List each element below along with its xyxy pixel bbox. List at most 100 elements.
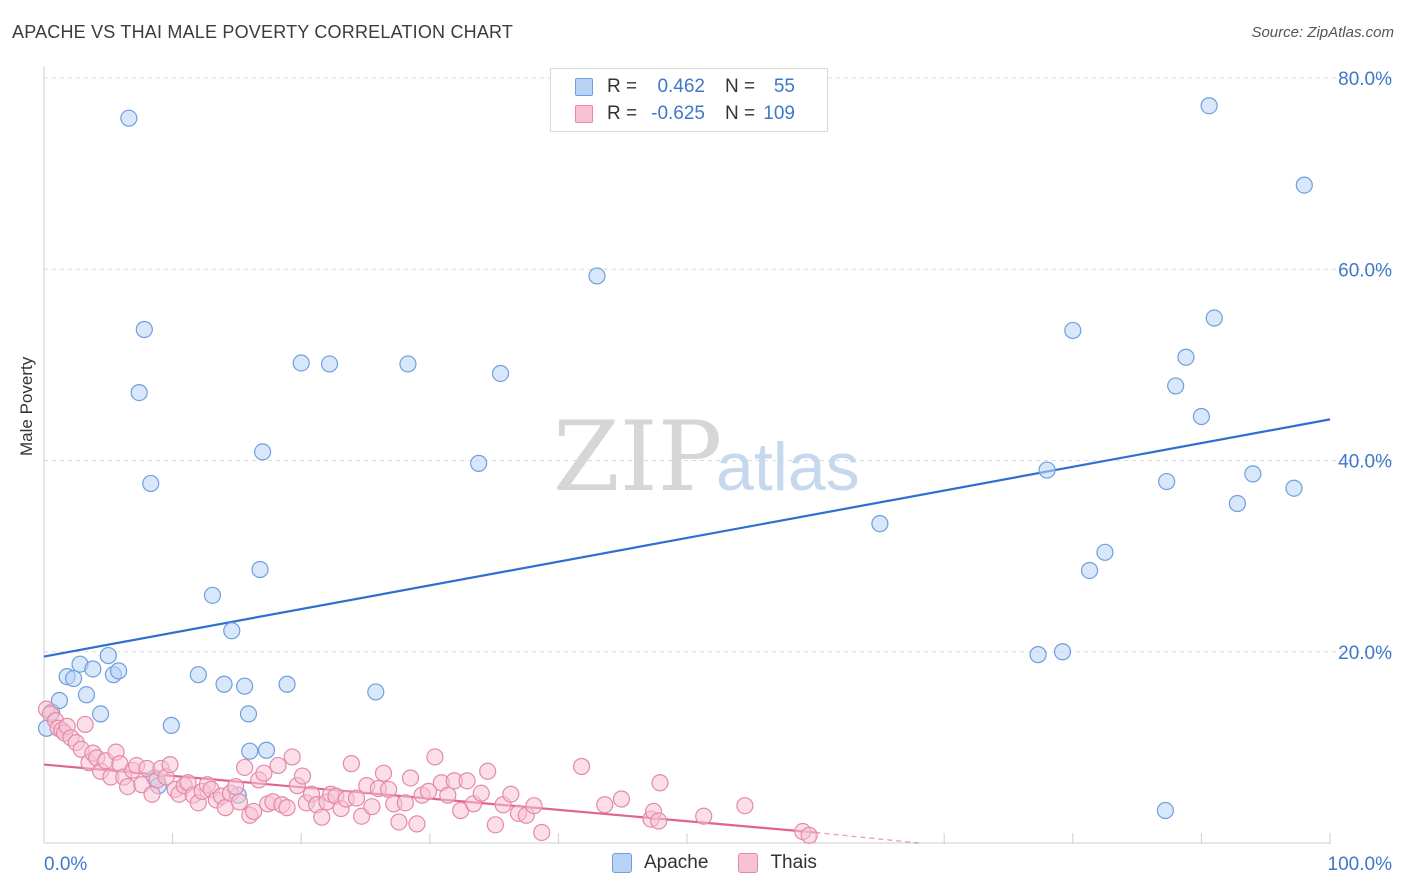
x-tick-label: 0.0% bbox=[44, 854, 87, 875]
apache-point bbox=[223, 622, 241, 640]
thais-point bbox=[408, 815, 426, 833]
thais-point bbox=[486, 816, 504, 834]
thais-point bbox=[439, 786, 457, 804]
apache-point bbox=[1205, 309, 1223, 327]
thais-point bbox=[347, 789, 366, 807]
apache-point bbox=[278, 675, 296, 693]
thais-point bbox=[118, 777, 137, 796]
apache-point bbox=[241, 742, 259, 760]
thais-point bbox=[533, 823, 551, 842]
apache-point bbox=[1244, 465, 1262, 483]
apache-point bbox=[77, 686, 96, 704]
thais-point bbox=[390, 813, 408, 831]
apache-trend-line bbox=[43, 418, 1331, 658]
apache-point bbox=[203, 586, 222, 604]
thais-point bbox=[396, 794, 414, 812]
thais-point bbox=[419, 782, 438, 800]
thais-point bbox=[283, 748, 301, 766]
thais-point bbox=[278, 799, 296, 817]
y-tick-label: 80.0% bbox=[1338, 69, 1392, 90]
legend-row-apache: R = 0.462 N = 55 bbox=[575, 75, 795, 99]
thais-point bbox=[255, 764, 273, 782]
thais-point bbox=[502, 785, 520, 803]
watermark-atlas: atlas bbox=[716, 429, 860, 505]
thais-point bbox=[651, 774, 669, 792]
apache-point bbox=[162, 716, 180, 734]
n-label: N = bbox=[725, 103, 756, 124]
thais-point bbox=[342, 755, 360, 773]
apache-point bbox=[239, 705, 258, 723]
apache-point bbox=[1177, 348, 1195, 366]
apache-point bbox=[1200, 97, 1218, 115]
thais-point bbox=[76, 715, 94, 734]
thais-point bbox=[472, 784, 490, 802]
thais-point bbox=[401, 769, 420, 787]
thais-point bbox=[612, 790, 631, 808]
apache-point bbox=[50, 691, 69, 710]
r-value: -0.625 bbox=[651, 103, 705, 124]
apache-point bbox=[1029, 646, 1047, 664]
apache-point bbox=[109, 662, 128, 680]
data-points bbox=[37, 97, 1313, 844]
apache-legend-swatch bbox=[612, 853, 632, 873]
thais-point bbox=[695, 807, 713, 825]
apache-point bbox=[588, 267, 606, 285]
thais-point bbox=[227, 777, 245, 796]
y-axis-label: Male Poverty bbox=[17, 356, 36, 456]
r-label: R = bbox=[607, 103, 638, 124]
apache-point bbox=[320, 355, 339, 373]
thais-point bbox=[293, 767, 312, 785]
r-label: R = bbox=[607, 76, 638, 97]
apache-point bbox=[120, 109, 138, 127]
thais-point bbox=[236, 758, 254, 777]
thais-legend-swatch bbox=[738, 853, 759, 873]
apache-point bbox=[1228, 494, 1247, 513]
apache-point bbox=[1096, 543, 1114, 561]
thais-point bbox=[380, 780, 398, 799]
apache-point bbox=[142, 474, 160, 493]
legend-item-thais[interactable]: Thais bbox=[738, 852, 817, 874]
apache-point bbox=[257, 741, 276, 759]
thais-point bbox=[245, 802, 263, 821]
thais-point bbox=[363, 798, 381, 816]
apache-point bbox=[1064, 321, 1082, 340]
thais-point bbox=[458, 772, 476, 790]
source-credit: Source: ZipAtlas.com bbox=[1251, 24, 1394, 41]
apache-point bbox=[236, 677, 254, 695]
apache-point bbox=[1192, 407, 1211, 426]
thais-point bbox=[736, 797, 754, 815]
apache-point bbox=[1295, 176, 1313, 194]
apache-point bbox=[1038, 461, 1056, 479]
apache-point bbox=[99, 646, 117, 665]
thais-point bbox=[479, 762, 497, 780]
apache-point bbox=[1080, 561, 1099, 580]
apache-point bbox=[1156, 801, 1174, 820]
legend-row-thais: R = -0.625 N = 109 bbox=[575, 102, 795, 126]
series-legend: Apache Thais bbox=[612, 852, 847, 874]
tick-labels: 20.0% 40.0% 60.0% 80.0% 0.0% 100.0% bbox=[44, 69, 1392, 875]
x-tick-label: 100.0% bbox=[1328, 854, 1393, 875]
apache-point bbox=[491, 364, 510, 383]
watermark-zip: ZIP bbox=[553, 401, 722, 513]
apache-point bbox=[91, 705, 110, 723]
thais-trend-extension bbox=[815, 831, 919, 844]
apache-point bbox=[1285, 479, 1303, 497]
apache-point bbox=[367, 683, 385, 701]
thais-point bbox=[426, 748, 444, 766]
thais-point bbox=[313, 808, 331, 826]
thais-swatch bbox=[575, 105, 593, 123]
legend-item-apache[interactable]: Apache bbox=[612, 852, 708, 874]
thais-point bbox=[800, 826, 818, 844]
y-tick-label: 60.0% bbox=[1338, 260, 1392, 281]
apache-swatch bbox=[575, 78, 593, 96]
apache-point bbox=[470, 454, 488, 472]
apache-point bbox=[399, 355, 417, 373]
n-label: N = bbox=[725, 76, 756, 97]
apache-point bbox=[292, 354, 310, 372]
apache-point bbox=[1053, 643, 1072, 661]
apache-point bbox=[1167, 377, 1185, 395]
thais-point bbox=[230, 793, 249, 811]
apache-point bbox=[871, 515, 889, 533]
apache-point bbox=[1158, 472, 1176, 491]
